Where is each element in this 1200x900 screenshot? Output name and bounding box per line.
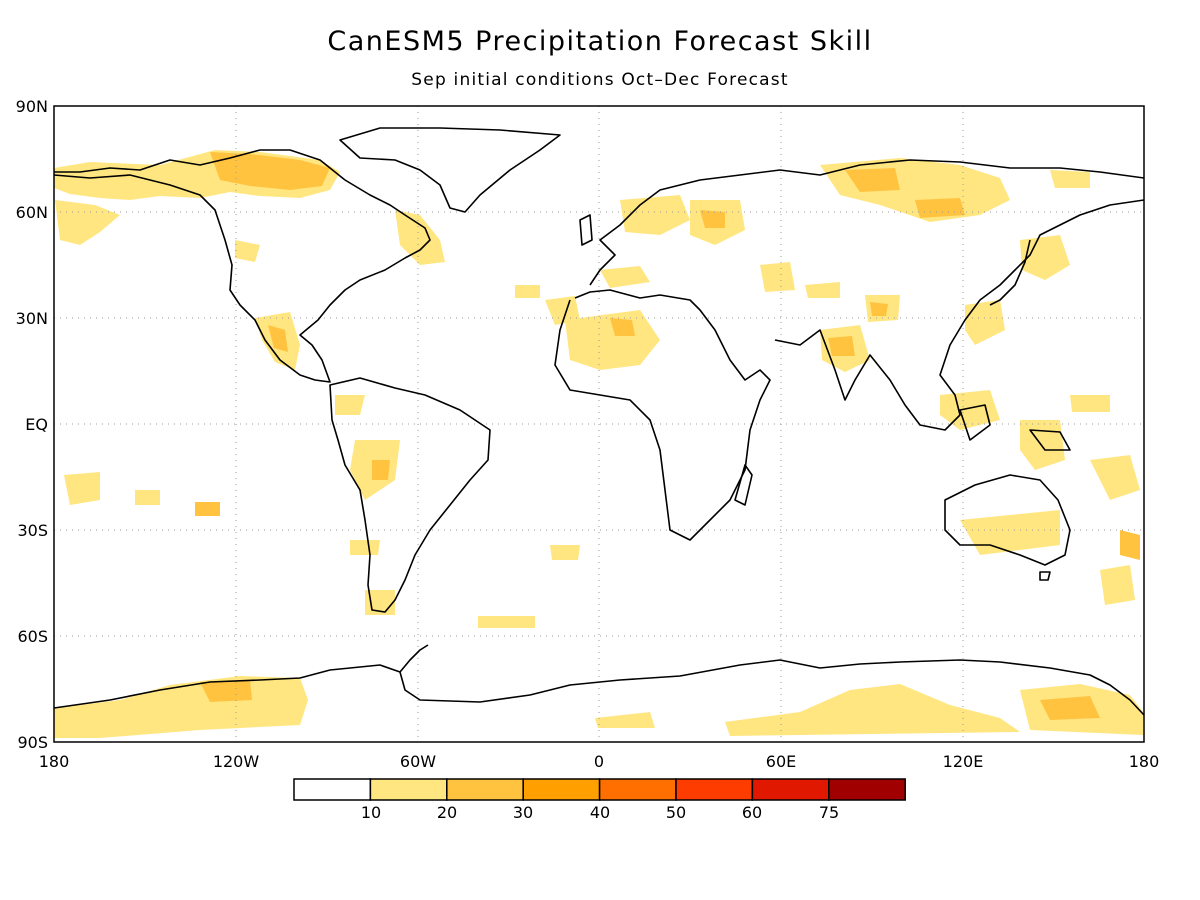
skill-region: [805, 282, 840, 298]
coastline-antarctica: [53, 659, 1145, 716]
map-frame: [53, 105, 1145, 743]
skill-region: [200, 680, 252, 702]
lon-tick-label: 180: [1129, 752, 1160, 771]
skill-region: [235, 240, 260, 262]
colorbar-label: 10: [361, 803, 381, 822]
skill-region: [600, 266, 650, 288]
coastline-new-guinea: [1029, 429, 1071, 451]
skill-region: [725, 684, 1020, 736]
skill-region: [960, 510, 1060, 555]
lat-tick-label: 90N: [16, 97, 48, 116]
colorbar-swatch: [828, 778, 906, 801]
lat-tick-label: 30N: [16, 309, 48, 328]
skill-region: [135, 490, 160, 505]
coastline-asia-south: [774, 199, 1145, 431]
coastlines: [53, 127, 1145, 716]
colorbar-swatch: [293, 778, 372, 801]
coastline-north-america: [53, 149, 431, 383]
skill-region: [478, 616, 535, 628]
colorbar: [293, 778, 906, 801]
skill-region: [915, 198, 965, 218]
lat-tick-label: 30S: [17, 521, 48, 540]
coastline-eurasia-north: [589, 159, 1145, 286]
skill-region: [1100, 565, 1135, 605]
gridlines: [54, 106, 1144, 742]
skill-region: [54, 676, 308, 738]
lat-tick-label: 90S: [17, 733, 48, 752]
skill-region: [760, 262, 795, 292]
skill-region: [620, 195, 690, 235]
skill-region: [1050, 170, 1090, 188]
lon-tick-label: 120W: [213, 752, 260, 771]
coastline-british-isles: [579, 214, 593, 246]
colorbar-swatch: [675, 778, 754, 801]
coastline-antarctic-peninsula: [399, 644, 429, 673]
lon-tick-label: 180: [39, 752, 70, 771]
coastline-borneo: [959, 404, 991, 441]
coastline-australia: [944, 474, 1071, 566]
skill-region: [550, 545, 580, 560]
skill-region: [565, 310, 660, 370]
lon-tick-label: 120E: [943, 752, 984, 771]
skill-region: [515, 285, 540, 298]
skill-region: [268, 325, 288, 352]
colorbar-label: 60: [742, 803, 762, 822]
lon-tick-label: 60W: [400, 752, 436, 771]
skill-region: [210, 152, 330, 190]
skill-region: [1020, 420, 1065, 470]
skill-region: [1070, 395, 1110, 412]
skill-region: [595, 712, 655, 728]
skill-region: [828, 336, 855, 356]
colorbar-labels: 10 20 30 40 50 60 75: [361, 803, 839, 822]
colorbar-label: 50: [666, 803, 686, 822]
skill-region: [545, 296, 580, 325]
skill-region: [395, 210, 445, 265]
chart-subtitle: Sep initial conditions Oct–Dec Forecast: [411, 70, 789, 90]
coastline-madagascar: [734, 464, 753, 506]
skill-region: [610, 318, 635, 336]
colorbar-swatch: [446, 778, 524, 801]
colorbar-swatch: [522, 778, 601, 801]
colorbar-swatch: [598, 778, 677, 801]
skill-region: [1090, 455, 1140, 500]
skill-region: [870, 302, 888, 316]
skill-region: [372, 460, 390, 480]
skill-region: [700, 210, 725, 228]
colorbar-label: 20: [437, 803, 457, 822]
skill-region: [845, 168, 900, 192]
colorbar-swatch: [751, 778, 830, 801]
colorbar-label: 40: [590, 803, 610, 822]
coastline-eurasia-africa: [554, 289, 771, 541]
lat-tick-label: EQ: [25, 415, 48, 434]
skill-region: [195, 502, 220, 516]
skill-shading: [54, 150, 1143, 738]
skill-region: [55, 200, 120, 245]
skill-region: [335, 395, 365, 415]
colorbar-label: 75: [819, 803, 839, 822]
lat-tick-label: 60S: [17, 627, 48, 646]
coastline-japan: [989, 239, 1031, 306]
lon-labels: 180 120W 60W 0 60E 120E 180: [39, 752, 1160, 771]
skill-region: [965, 300, 1005, 345]
coastline-tasmania: [1039, 571, 1051, 581]
lon-tick-label: 60E: [766, 752, 796, 771]
coastline-greenland: [339, 127, 561, 213]
skill-region: [1120, 530, 1140, 560]
lat-tick-label: 60N: [16, 203, 48, 222]
coastline-south-america: [329, 377, 491, 613]
skill-region: [1020, 235, 1070, 280]
skill-region: [350, 540, 380, 555]
lat-labels: 90N 60N 30N EQ 30S 60S 90S: [16, 97, 48, 752]
skill-region: [64, 472, 100, 505]
colorbar-swatch: [369, 778, 448, 801]
chart-title: CanESM5 Precipitation Forecast Skill: [327, 26, 873, 57]
skill-region: [1040, 696, 1100, 720]
lon-tick-label: 0: [594, 752, 604, 771]
colorbar-label: 30: [513, 803, 533, 822]
